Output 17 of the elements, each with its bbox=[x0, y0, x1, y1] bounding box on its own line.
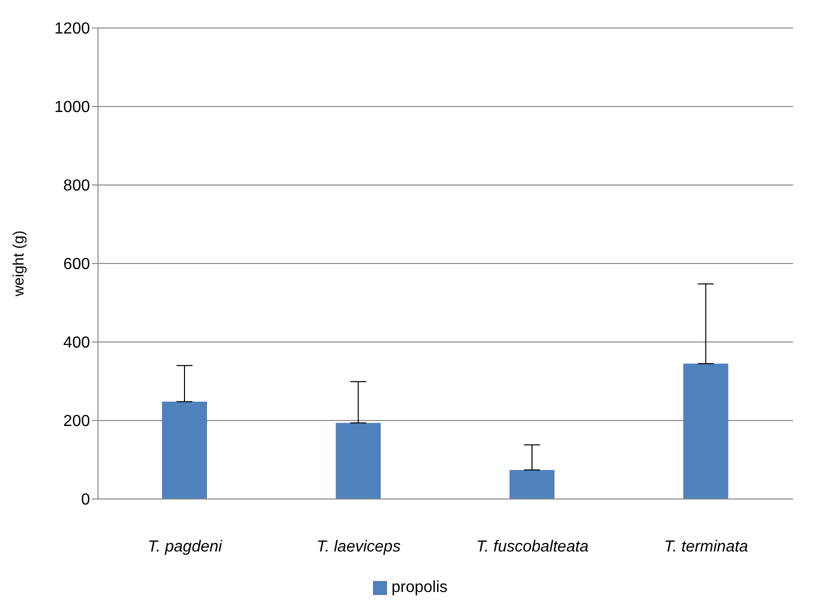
x-tick-label: T. terminata bbox=[664, 538, 748, 556]
x-tick-label: T. laeviceps bbox=[316, 538, 401, 556]
y-axis-title: weight (g) bbox=[10, 230, 28, 298]
bar bbox=[336, 422, 381, 499]
x-tick-label: T. fuscobalteata bbox=[476, 538, 589, 556]
bar bbox=[510, 470, 554, 499]
y-tick-label: 600 bbox=[63, 256, 90, 274]
y-tick-label: 0 bbox=[81, 492, 90, 509]
y-tick-label: 200 bbox=[63, 413, 90, 430]
y-tick-label: 800 bbox=[63, 178, 90, 195]
y-tick-label: 400 bbox=[63, 334, 90, 352]
y-tick-label: 1000 bbox=[54, 99, 90, 116]
bar bbox=[683, 364, 728, 499]
y-tick-label: 1200 bbox=[54, 20, 90, 38]
bar bbox=[162, 402, 207, 499]
legend-label: propolis bbox=[391, 579, 448, 596]
x-tick-label: T. pagdeni bbox=[148, 538, 222, 556]
